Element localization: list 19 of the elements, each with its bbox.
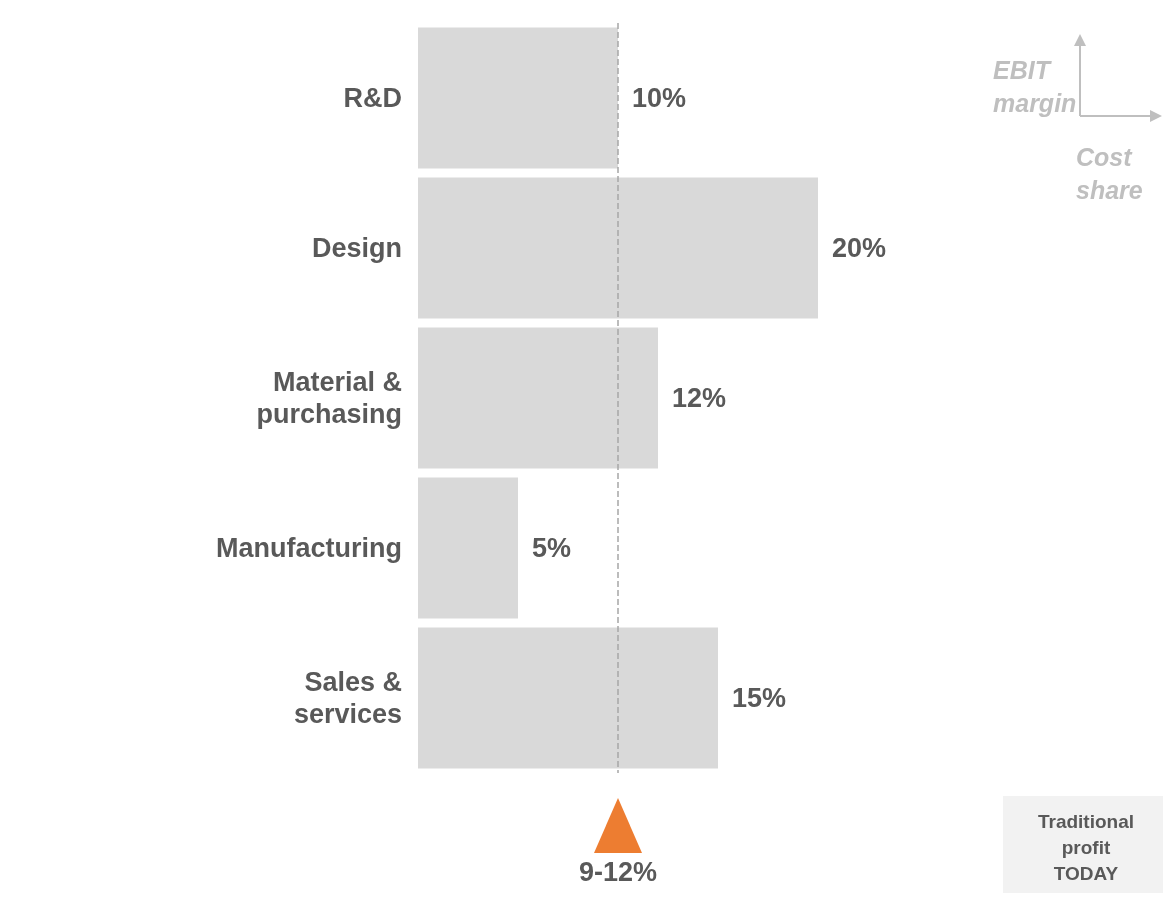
data-label: 20%: [832, 233, 887, 263]
bar: [418, 177, 818, 319]
y-tick-label: Design: [311, 233, 402, 263]
y-tick-label: Material & purchasing: [256, 367, 402, 429]
text: EBIT margin: [993, 55, 1077, 117]
y-tick-label: Sales & services: [293, 667, 402, 729]
bar: [418, 477, 518, 619]
data-label: 10%: [632, 83, 687, 113]
text: Traditional profit TODAY: [1037, 810, 1135, 884]
data-label: 12%: [672, 383, 727, 413]
data-label: 5%: [532, 533, 572, 563]
bar: [418, 327, 658, 469]
y-tick-label: R&D: [343, 83, 402, 113]
bar: [418, 627, 718, 769]
y-tick-label: Manufacturing: [216, 533, 402, 563]
data-label: 15%: [732, 683, 787, 713]
bar: [418, 27, 618, 169]
text: 9-12%: [578, 856, 658, 887]
text: Cost share: [1076, 142, 1143, 204]
